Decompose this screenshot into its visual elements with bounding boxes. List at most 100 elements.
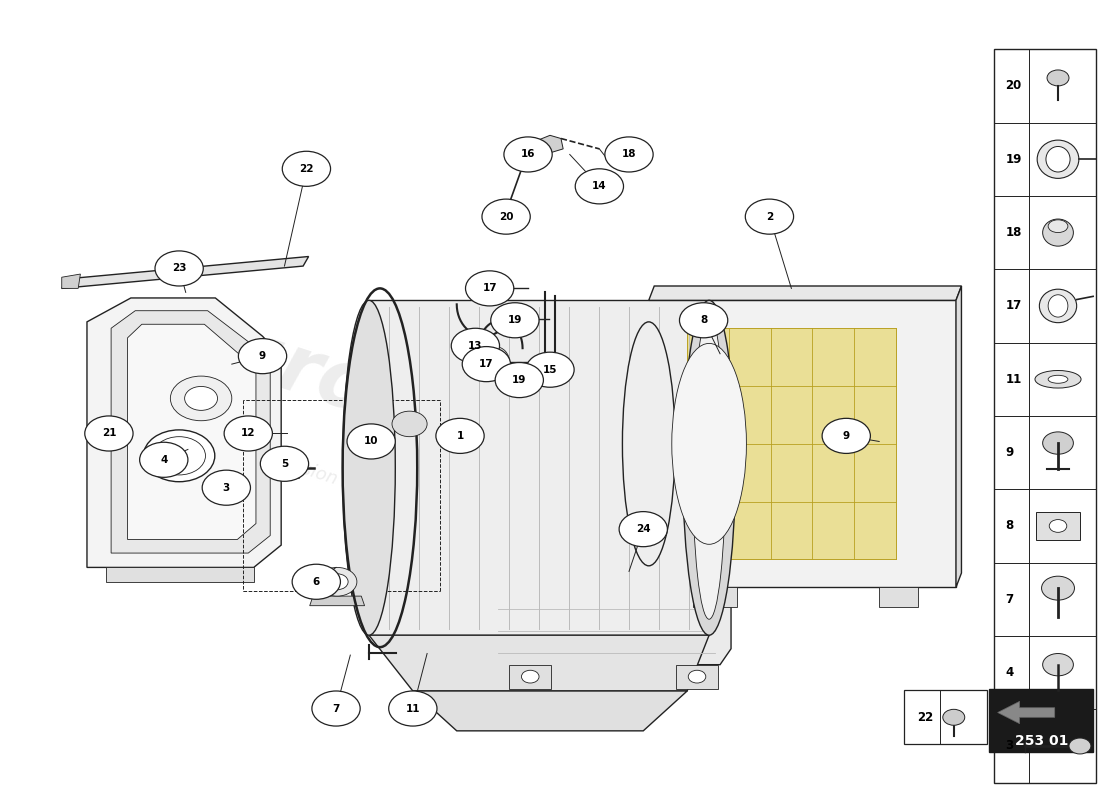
Text: 17: 17 <box>1005 299 1022 313</box>
Polygon shape <box>688 328 895 559</box>
Ellipse shape <box>143 430 214 482</box>
Circle shape <box>465 271 514 306</box>
Text: 11: 11 <box>1005 373 1022 386</box>
Polygon shape <box>649 300 956 587</box>
Text: 6: 6 <box>312 577 320 586</box>
Circle shape <box>491 302 539 338</box>
Ellipse shape <box>1048 220 1068 233</box>
Polygon shape <box>128 324 256 539</box>
Circle shape <box>392 411 427 437</box>
Circle shape <box>482 199 530 234</box>
Circle shape <box>346 424 395 459</box>
Polygon shape <box>368 635 710 691</box>
Circle shape <box>1069 738 1091 754</box>
Polygon shape <box>693 587 737 607</box>
Polygon shape <box>87 298 282 567</box>
Circle shape <box>619 512 668 546</box>
Text: 4: 4 <box>1005 666 1013 679</box>
Ellipse shape <box>153 437 206 475</box>
Ellipse shape <box>505 306 529 331</box>
Circle shape <box>504 137 552 172</box>
Ellipse shape <box>1037 140 1079 178</box>
Polygon shape <box>879 587 917 607</box>
Text: a passion for parts since 1985: a passion for parts since 1985 <box>253 445 517 546</box>
Text: 17: 17 <box>482 283 497 294</box>
Text: 3: 3 <box>1005 739 1013 753</box>
FancyBboxPatch shape <box>904 690 987 744</box>
Polygon shape <box>111 310 271 553</box>
Ellipse shape <box>1043 219 1074 246</box>
Text: 4: 4 <box>161 454 167 465</box>
Text: 18: 18 <box>621 150 636 159</box>
Circle shape <box>462 346 510 382</box>
Text: 9: 9 <box>258 351 266 361</box>
Polygon shape <box>676 665 718 689</box>
Text: 22: 22 <box>917 710 934 724</box>
Text: 9: 9 <box>843 431 850 441</box>
Circle shape <box>388 691 437 726</box>
Circle shape <box>680 302 728 338</box>
Polygon shape <box>998 702 1055 724</box>
Circle shape <box>140 442 188 478</box>
Circle shape <box>155 251 204 286</box>
Ellipse shape <box>1046 146 1070 172</box>
Ellipse shape <box>1048 294 1068 317</box>
Text: 15: 15 <box>542 365 558 374</box>
Text: 19: 19 <box>508 315 522 326</box>
Text: 7: 7 <box>332 703 340 714</box>
Circle shape <box>689 670 706 683</box>
Circle shape <box>605 137 653 172</box>
FancyBboxPatch shape <box>1036 512 1080 540</box>
Text: 11: 11 <box>406 703 420 714</box>
Polygon shape <box>62 274 80 288</box>
Circle shape <box>312 691 360 726</box>
Ellipse shape <box>477 273 508 304</box>
Text: 18: 18 <box>1005 226 1022 239</box>
Circle shape <box>1047 70 1069 86</box>
Text: 14: 14 <box>592 182 607 191</box>
Text: 1: 1 <box>456 431 464 441</box>
Circle shape <box>224 416 273 451</box>
Polygon shape <box>412 691 688 731</box>
Text: 22: 22 <box>299 164 314 174</box>
Text: 20: 20 <box>1005 79 1022 92</box>
Circle shape <box>185 386 218 410</box>
Polygon shape <box>484 601 732 665</box>
Circle shape <box>1049 519 1067 532</box>
Circle shape <box>202 470 251 506</box>
Text: 23: 23 <box>172 263 186 274</box>
Ellipse shape <box>1048 375 1068 383</box>
Circle shape <box>1043 432 1074 454</box>
Ellipse shape <box>509 365 534 390</box>
Text: 17: 17 <box>478 359 494 369</box>
Text: 253 01: 253 01 <box>1015 734 1068 748</box>
Polygon shape <box>509 665 551 689</box>
Circle shape <box>261 446 309 482</box>
FancyBboxPatch shape <box>994 50 1097 782</box>
Polygon shape <box>106 567 254 582</box>
Polygon shape <box>956 286 961 587</box>
Ellipse shape <box>342 300 395 635</box>
Circle shape <box>451 328 499 363</box>
Ellipse shape <box>672 343 747 544</box>
Circle shape <box>746 199 793 234</box>
Polygon shape <box>649 286 961 300</box>
Circle shape <box>495 362 543 398</box>
Circle shape <box>239 338 287 374</box>
Circle shape <box>283 151 331 186</box>
Ellipse shape <box>617 147 632 162</box>
Ellipse shape <box>492 207 516 230</box>
Circle shape <box>521 670 539 683</box>
Text: 9: 9 <box>1005 446 1013 459</box>
Ellipse shape <box>623 322 675 566</box>
Ellipse shape <box>693 316 726 619</box>
Ellipse shape <box>612 143 638 166</box>
FancyBboxPatch shape <box>989 689 1093 752</box>
Circle shape <box>318 567 356 596</box>
Text: 8: 8 <box>1005 519 1013 533</box>
Circle shape <box>822 418 870 454</box>
Circle shape <box>526 352 574 387</box>
Circle shape <box>170 376 232 421</box>
Text: 2: 2 <box>766 212 773 222</box>
Text: 24: 24 <box>636 524 650 534</box>
